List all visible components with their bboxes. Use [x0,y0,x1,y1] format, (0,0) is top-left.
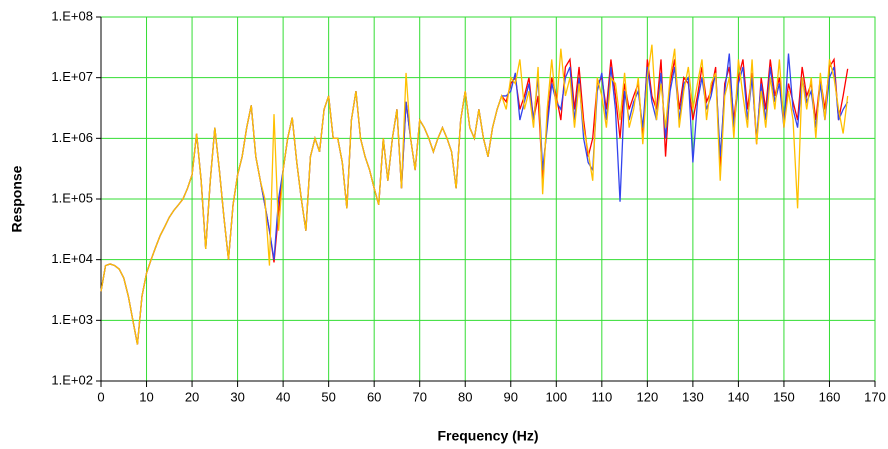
x-tick-label: 10 [139,389,153,404]
x-tick-label: 130 [682,389,704,404]
x-tick-label: 170 [864,389,886,404]
y-tick-label: 1.E+06 [51,130,93,145]
y-tick-label: 1.E+02 [51,372,93,387]
x-tick-label: 60 [367,389,381,404]
x-tick-label: 0 [97,389,104,404]
x-tick-label: 20 [185,389,199,404]
x-tick-label: 70 [412,389,426,404]
x-tick-label: 40 [276,389,290,404]
x-tick-label: 150 [773,389,795,404]
y-axis-title: Response [9,165,25,232]
y-tick-label: 1.E+05 [51,190,93,205]
x-tick-label: 100 [545,389,567,404]
y-tick-label: 1.E+07 [51,69,93,84]
series-line [100,44,849,345]
x-axis-title: Frequency (Hz) [437,428,538,444]
x-tick-label: 140 [728,389,750,404]
x-tick-label: 80 [458,389,472,404]
y-tick-label: 1.E+04 [51,251,93,266]
x-tick-label: 120 [637,389,659,404]
y-tick-label: 1.E+03 [51,312,93,327]
x-tick-label: 110 [591,389,612,404]
x-tick-label: 90 [504,389,518,404]
y-tick-label: 1.E+08 [51,8,93,23]
x-tick-label: 30 [230,389,244,404]
x-tick-label: 160 [819,389,841,404]
x-tick-label: 50 [321,389,335,404]
